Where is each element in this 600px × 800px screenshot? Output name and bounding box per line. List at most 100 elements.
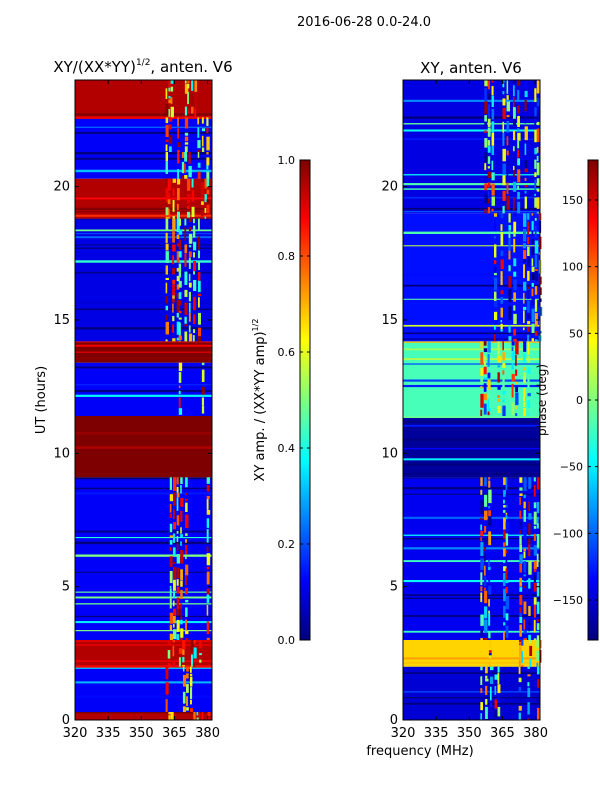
phase-channel-cell <box>536 493 539 499</box>
amplitude-channel-cell <box>184 244 188 254</box>
phase-channel-cell <box>531 231 534 236</box>
phase-channel-cell <box>528 544 531 557</box>
phase-stripe <box>403 597 540 599</box>
phase-channel-cell <box>524 116 527 124</box>
amplitude-channel-cell <box>206 152 209 155</box>
amplitude-channel-cell <box>176 284 180 290</box>
amplitude-channel-cell <box>191 178 194 188</box>
amplitude-channel-cell <box>172 267 176 275</box>
phase-channel-cell <box>488 549 491 557</box>
phase-channel-cell <box>534 129 537 143</box>
phase-channel-cell <box>491 172 495 181</box>
phase-channel-cell <box>480 489 483 495</box>
phase-stripe <box>403 348 540 351</box>
phase-channel-cell <box>523 526 527 540</box>
phase-channel-cell <box>483 366 487 375</box>
amplitude-channel-cell <box>168 109 171 117</box>
phase-channel-cell <box>500 323 503 330</box>
phase-channel-cell <box>508 276 512 288</box>
phase-channel-cell <box>484 526 487 533</box>
amplitude-channel-cell <box>188 257 191 269</box>
phase-channel-cell <box>484 163 487 171</box>
phase-channel-cell <box>483 355 487 367</box>
amplitude-channel-cell <box>176 211 180 219</box>
amplitude-channel-cell <box>206 485 210 492</box>
phase-channel-cell <box>480 558 484 570</box>
phase-stripe <box>403 477 540 479</box>
phase-channel-cell <box>533 485 536 497</box>
phase-channel-cell <box>533 569 537 572</box>
phase-channel-cell <box>500 336 503 341</box>
phase-channel-cell <box>511 351 515 361</box>
amplitude-channel-cell <box>165 296 168 304</box>
shared-xlabel: frequency (MHz) <box>366 744 473 759</box>
phase-channel-cell <box>527 674 531 677</box>
amplitude-channel-cell <box>180 510 183 522</box>
amplitude-xtick-label: 320 <box>63 726 88 741</box>
phase-channel-cell <box>493 291 497 302</box>
phase-channel-cell <box>480 530 484 537</box>
amplitude-channel-cell <box>206 546 209 552</box>
phase-channel-cell <box>484 80 488 87</box>
amplitude-colorbar-ticks: 0.0 0.2 0.4 0.6 0.8 1.0 <box>278 154 310 647</box>
amplitude-stripe <box>75 113 212 116</box>
phase-channel-cell <box>489 702 493 707</box>
amplitude-channel-cell <box>182 640 186 649</box>
amplitude-channel-cell <box>185 575 187 586</box>
amplitude-channel-cell <box>176 203 179 211</box>
amplitude-channel-cell <box>169 624 173 631</box>
amplitude-channel-cell <box>165 216 169 219</box>
amplitude-stripe <box>75 308 212 311</box>
phase-channel-cell <box>483 341 487 346</box>
phase-stripe <box>403 284 540 287</box>
amplitude-channel-cell <box>188 312 191 322</box>
phase-stripe <box>403 211 540 213</box>
phase-channel-cell <box>502 405 506 416</box>
amplitude-channel-cell <box>178 335 182 341</box>
amplitude-channel-cell <box>197 262 201 271</box>
phase-colorbar-tick-label: −100 <box>553 527 583 540</box>
phase-channel-cell <box>484 122 488 126</box>
amplitude-channel-cell <box>172 640 176 643</box>
phase-channel-cell <box>493 267 497 273</box>
phase-channel-cell <box>503 588 507 602</box>
amplitude-stripe <box>75 681 212 684</box>
amplitude-channel-cell <box>167 199 171 205</box>
phase-channel-cell <box>523 292 525 304</box>
amplitude-channel-cell <box>176 497 179 511</box>
phase-channel-cell <box>527 213 530 220</box>
phase-channel-cell <box>523 494 526 499</box>
amplitude-channel-cell <box>187 109 190 115</box>
amplitude-channel-cell <box>172 324 175 333</box>
amplitude-channel-cell <box>176 542 179 551</box>
phase-channel-cell <box>508 231 511 238</box>
phase-channel-cell <box>500 320 503 323</box>
amplitude-stripe <box>75 394 212 397</box>
amplitude-channel-cell <box>193 329 196 333</box>
phase-channel-cell <box>524 126 528 141</box>
amplitude-colorbar-tick-label: 0.8 <box>278 250 296 263</box>
phase-channel-cell <box>523 306 527 310</box>
amplitude-channel-cell <box>201 405 205 414</box>
amplitude-channel-cell <box>186 696 188 706</box>
amplitude-channel-cell <box>185 587 188 595</box>
amplitude-channel-cell <box>182 656 185 663</box>
phase-channel-cell <box>485 675 488 679</box>
phase-channel-cell <box>527 682 530 687</box>
amplitude-channel-cell <box>204 194 207 203</box>
phase-channel-cell <box>513 292 517 302</box>
phase-xtick-label: 380 <box>523 726 548 741</box>
amplitude-channel-cell <box>178 648 183 654</box>
phase-channel-cell <box>484 477 487 487</box>
phase-channel-cell <box>519 493 523 496</box>
amplitude-channel-cell <box>177 128 179 139</box>
amplitude-stripe <box>75 384 212 386</box>
amplitude-channel-cell <box>190 687 193 700</box>
amplitude-channel-cell <box>193 271 195 275</box>
phase-channel-cell <box>488 650 492 653</box>
phase-channel-cell <box>497 707 501 717</box>
amplitude-channel-cell <box>167 650 171 659</box>
amplitude-channel-cell <box>197 171 201 179</box>
phase-stripe <box>403 174 540 176</box>
